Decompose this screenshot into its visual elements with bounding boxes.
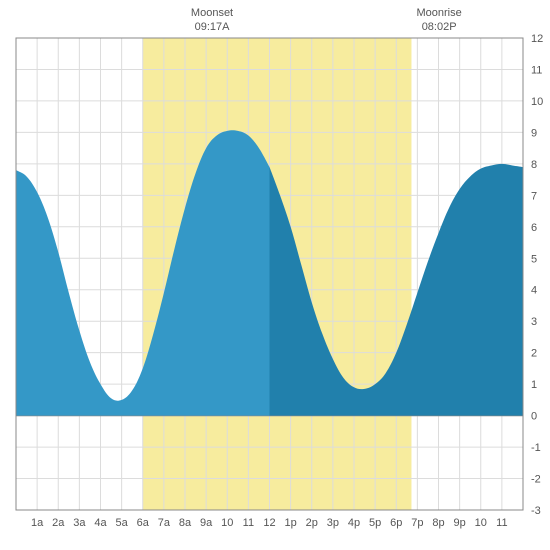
moonset-label: Moonset09:17A: [172, 6, 252, 35]
y-tick-label: 12: [531, 33, 543, 45]
x-tick-label: 2a: [52, 517, 65, 529]
y-tick-label: -1: [531, 442, 541, 454]
moon-event-title: Moonrise: [399, 6, 479, 20]
x-tick-label: 3p: [327, 517, 339, 529]
moon-event-time: 08:02P: [399, 20, 479, 34]
x-tick-label: 4p: [348, 517, 360, 529]
y-tick-label: 2: [531, 348, 537, 360]
x-tick-label: 8a: [179, 517, 192, 529]
x-tick-label: 1a: [31, 517, 44, 529]
x-tick-label: 2p: [306, 517, 318, 529]
y-tick-label: 9: [531, 127, 537, 139]
y-tick-label: 0: [531, 411, 537, 423]
x-tick-label: 9a: [200, 517, 213, 529]
y-tick-label: 1: [531, 379, 537, 391]
moonrise-label: Moonrise08:02P: [399, 6, 479, 35]
y-tick-label: -2: [531, 474, 541, 486]
y-tick-label: -3: [531, 505, 541, 517]
x-tick-label: 10: [221, 517, 233, 529]
y-tick-label: 10: [531, 96, 543, 108]
x-tick-label: 8p: [432, 517, 444, 529]
x-tick-label: 7p: [411, 517, 423, 529]
x-tick-label: 9p: [454, 517, 466, 529]
tide-chart: 1a2a3a4a5a6a7a8a9a1011121p2p3p4p5p6p7p8p…: [0, 0, 550, 550]
x-tick-label: 5a: [116, 517, 129, 529]
moon-event-time: 09:17A: [172, 20, 252, 34]
x-tick-label: 7a: [158, 517, 171, 529]
x-tick-label: 11: [243, 517, 254, 529]
y-tick-label: 6: [531, 222, 537, 234]
x-tick-label: 10: [475, 517, 487, 529]
y-tick-label: 3: [531, 316, 537, 328]
moon-event-title: Moonset: [172, 6, 252, 20]
x-tick-label: 3a: [73, 517, 86, 529]
y-tick-label: 4: [531, 285, 537, 297]
y-tick-label: 8: [531, 159, 537, 171]
x-tick-label: 6p: [390, 517, 402, 529]
y-tick-label: 11: [531, 64, 542, 76]
x-tick-label: 12: [263, 517, 275, 529]
x-tick-label: 11: [496, 517, 507, 529]
chart-svg: 1a2a3a4a5a6a7a8a9a1011121p2p3p4p5p6p7p8p…: [0, 0, 550, 550]
y-tick-label: 5: [531, 253, 537, 265]
x-tick-label: 5p: [369, 517, 381, 529]
x-tick-label: 4a: [94, 517, 107, 529]
x-tick-label: 1p: [285, 517, 297, 529]
x-tick-label: 6a: [137, 517, 150, 529]
y-tick-label: 7: [531, 190, 537, 202]
